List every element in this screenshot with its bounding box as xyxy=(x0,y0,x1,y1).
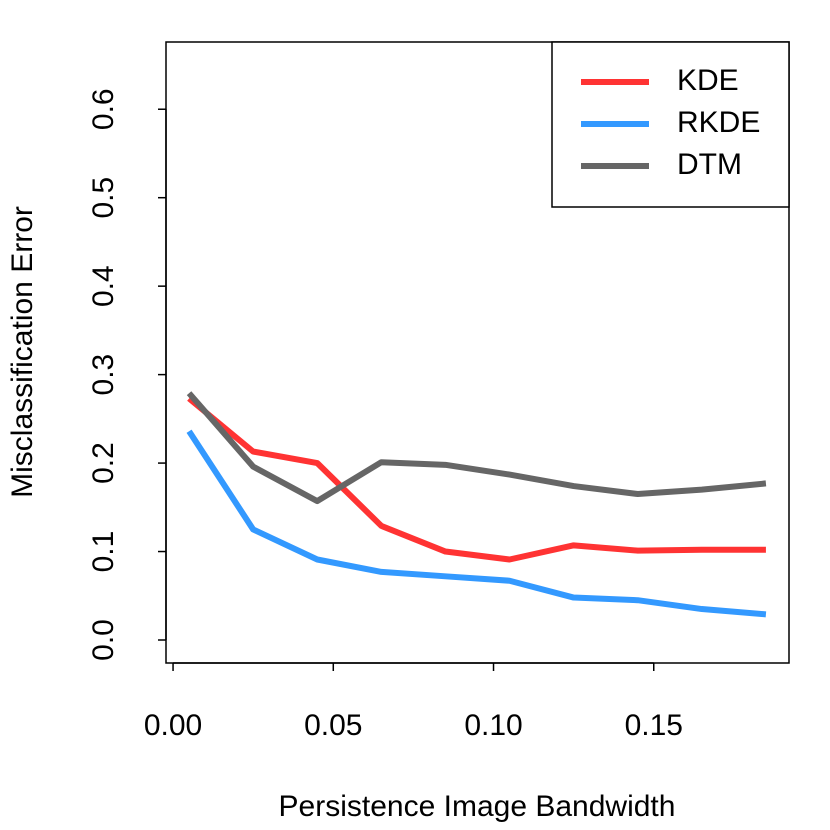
series-line xyxy=(186,391,767,505)
y-tick-label: 0.1 xyxy=(87,531,120,573)
y-tick-label: 0.3 xyxy=(87,354,120,396)
x-tick-label: 0.05 xyxy=(304,709,362,742)
series-line xyxy=(186,429,767,618)
x-tick-label: 0.10 xyxy=(464,709,522,742)
y-tick-label: 0.4 xyxy=(87,265,120,307)
y-tick-label: 0.0 xyxy=(87,619,120,661)
y-tick-label: 0.5 xyxy=(87,177,120,219)
y-tick-label: 0.2 xyxy=(87,442,120,484)
legend-label: DTM xyxy=(677,148,742,181)
x-tick-label: 0.00 xyxy=(144,709,202,742)
series-line xyxy=(187,396,766,563)
legend-label: RKDE xyxy=(677,106,760,139)
y-tick-label: 0.6 xyxy=(87,88,120,130)
x-tick-label: 0.15 xyxy=(625,709,683,742)
x-axis-title: Persistence Image Bandwidth xyxy=(279,790,676,823)
legend-label: KDE xyxy=(677,64,739,97)
y-axis-title: Misclassification Error xyxy=(6,206,39,498)
